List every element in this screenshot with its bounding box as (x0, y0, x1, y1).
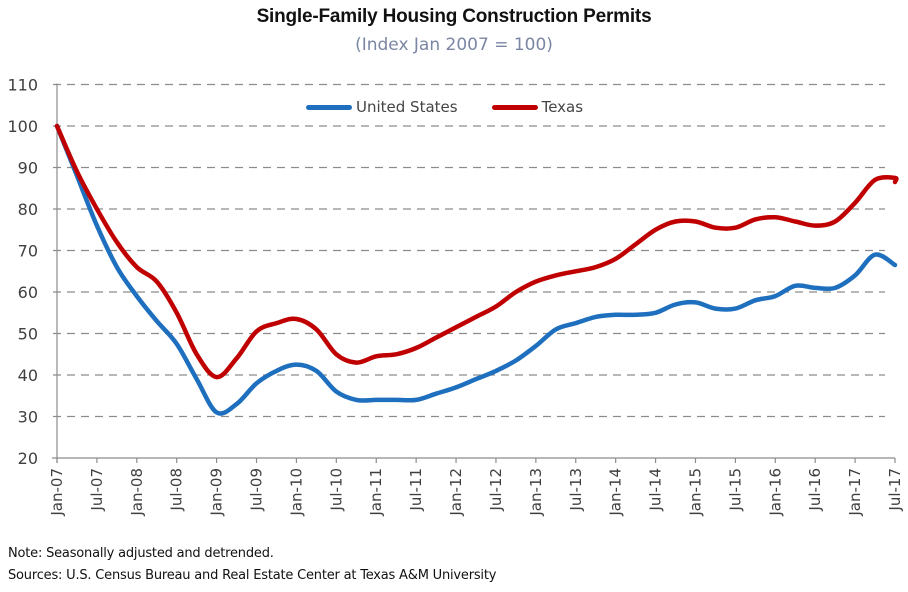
y-tick-label-110: 110 (7, 76, 38, 95)
y-tick-labels: 20 30 40 50 60 70 80 90 100 110 (7, 76, 38, 469)
y-tick-label-30: 30 (18, 408, 38, 427)
y-tick-label-80: 80 (18, 200, 38, 219)
x-tick-labels: Jan-07 Jul-07 Jan-08 Jul-08 Jan-09 Jul-09 Jan-… (48, 468, 904, 517)
y-tick-label-60: 60 (18, 283, 38, 302)
x-tick-label-Jul-08: Jul-08 (168, 468, 186, 512)
series-lines (54, 123, 899, 416)
y-tick-label-20: 20 (18, 449, 38, 468)
x-tick-label-Jan-11: Jan-11 (367, 468, 385, 517)
x-tick-label-Jul-10: Jul-10 (327, 468, 345, 512)
x-tick-label-Jul-11: Jul-11 (407, 468, 425, 512)
footnote-sources: Sources: U.S. Census Bureau and Real Est… (8, 568, 497, 583)
x-tick-label-Jan-16: Jan-16 (766, 468, 784, 517)
x-tick-label-Jul-15: Jul-15 (726, 468, 744, 512)
legend-item-united-states: United States (306, 98, 458, 116)
chart-subtitle: (Index Jan 2007 = 100) (355, 35, 553, 55)
legend-swatch-texas (491, 104, 538, 110)
legend-label-texas: Texas (541, 98, 584, 116)
legend: United States Texas (306, 98, 617, 116)
grid-lines (53, 83, 885, 418)
series-line-texas (54, 123, 899, 380)
x-tick-label-Jan-17: Jan-17 (846, 468, 864, 517)
x-tick-label-Jul-12: Jul-12 (487, 468, 505, 512)
y-tick-label-90: 90 (18, 159, 38, 178)
series-line-united-states (54, 123, 898, 416)
y-tick-label-50: 50 (18, 325, 38, 344)
x-tick-label-Jan-09: Jan-09 (208, 468, 226, 517)
x-tick-label-Jan-13: Jan-13 (527, 468, 545, 517)
y-tick-label-100: 100 (7, 117, 38, 136)
x-tick-label-Jul-16: Jul-16 (806, 468, 824, 512)
legend-swatch-united-states (306, 104, 352, 110)
x-tick-label-Jul-09: Jul-09 (248, 468, 266, 512)
y-tick-label-40: 40 (18, 366, 38, 385)
x-tick-label-Jan-08: Jan-08 (128, 468, 146, 517)
x-tick-label-Jul-07: Jul-07 (88, 468, 106, 512)
x-tick-label-Jan-14: Jan-14 (607, 468, 625, 517)
x-tick-label-Jul-13: Jul-13 (567, 468, 585, 512)
x-tick-label-Jan-12: Jan-12 (447, 468, 465, 517)
x-tick-label-Jul-14: Jul-14 (647, 468, 665, 512)
chart-title: Single-Family Housing Construction Permi… (256, 6, 652, 27)
x-tick-label-Jul-17: Jul-17 (886, 468, 904, 512)
legend-item-texas: Texas (491, 98, 584, 116)
footnote-note: Note: Seasonally adjusted and detrended. (8, 546, 274, 561)
legend-label-united-states: United States (356, 98, 458, 116)
x-tick-label-Jan-10: Jan-10 (287, 468, 305, 517)
x-tick-label-Jan-15: Jan-15 (686, 468, 704, 517)
y-tick-label-70: 70 (18, 242, 38, 261)
axes (52, 83, 896, 463)
x-tick-label-Jan-07: Jan-07 (48, 468, 66, 517)
